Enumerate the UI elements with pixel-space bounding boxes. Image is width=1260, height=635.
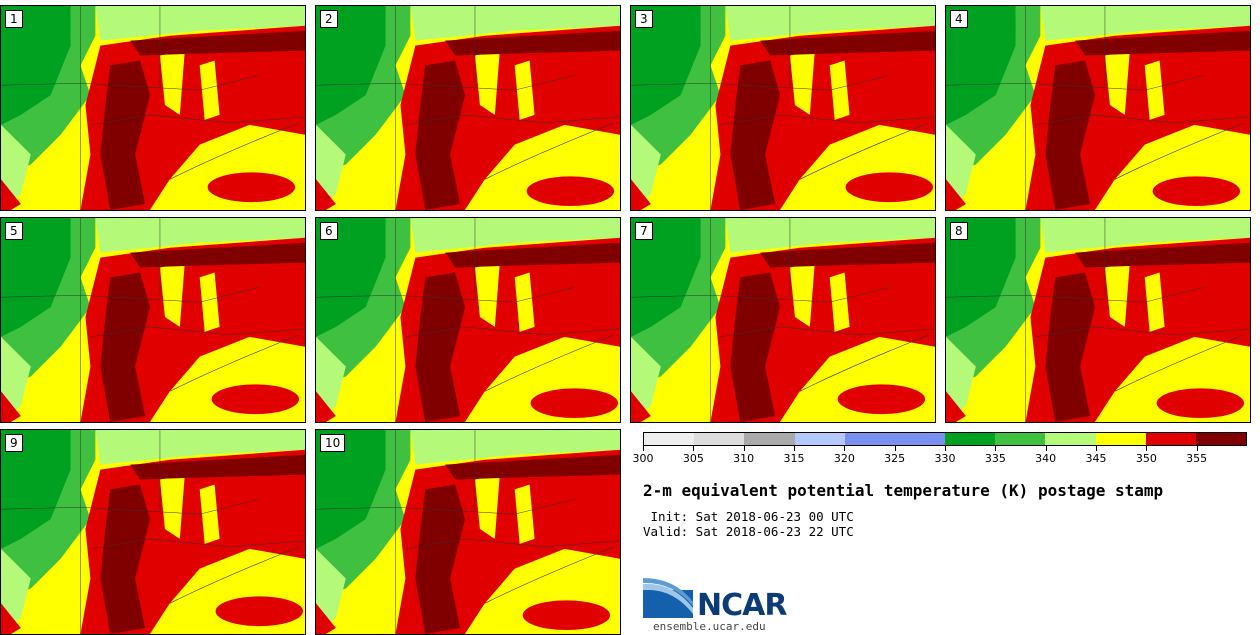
colorbar-tick <box>894 446 896 451</box>
init-time: Init: Sat 2018-06-23 00 UTC <box>643 509 854 524</box>
colorbar-tick <box>844 446 846 451</box>
colorbar-tick-label: 355 <box>1186 452 1208 465</box>
colorbar-tick <box>794 446 795 451</box>
colorbar-tick-label: 310 <box>733 452 755 465</box>
colorbar-tick <box>945 446 946 451</box>
map-panel-9: 9 <box>0 429 306 635</box>
map-panel-1: 1 <box>0 5 306 211</box>
colorbar-segment <box>644 433 695 445</box>
colorbar-tick <box>1096 446 1097 451</box>
colorbar-tick-label: 300 <box>632 452 654 465</box>
map-panel-4: 4 <box>945 5 1251 211</box>
colorbar-tick-label: 350 <box>1135 452 1157 465</box>
colorbar-tick <box>995 446 997 451</box>
colorbar-segment <box>1095 433 1146 445</box>
panel-number-label: 8 <box>950 222 968 240</box>
colorbar-segment <box>794 433 845 445</box>
ncar-logo-icon <box>643 578 693 618</box>
panel-number-label: 4 <box>950 10 968 28</box>
colorbar-segment <box>945 433 996 445</box>
valid-time: Valid: Sat 2018-06-23 22 UTC <box>643 524 854 539</box>
colorbar-tick-label: 305 <box>682 452 704 465</box>
colorbar-tick-label: 320 <box>833 452 855 465</box>
colorbar <box>643 432 1247 446</box>
colorbar-tick <box>1196 446 1198 451</box>
colorbar-tick <box>643 446 644 451</box>
map-panel-7: 7 <box>630 217 936 423</box>
colorbar-tick <box>1045 446 1047 451</box>
panel-number-label: 3 <box>635 10 653 28</box>
colorbar-tick <box>693 446 695 451</box>
panel-number-label: 5 <box>5 222 23 240</box>
panel-number-label: 2 <box>320 10 338 28</box>
colorbar-segment <box>995 433 1046 445</box>
colorbar-segment <box>694 433 745 445</box>
colorbar-tick-label: 315 <box>783 452 805 465</box>
map-panel-10: 10 <box>315 429 621 635</box>
colorbar-segment <box>1045 433 1096 445</box>
ncar-logo-text: NCAR <box>697 588 787 623</box>
figure-title: 2-m equivalent potential temperature (K)… <box>643 481 1164 500</box>
website-url: ensemble.ucar.edu <box>653 620 766 633</box>
colorbar-segment <box>1195 433 1247 445</box>
colorbar-segment <box>1145 433 1196 445</box>
panel-number-label: 1 <box>5 10 23 28</box>
panel-number-label: 6 <box>320 222 338 240</box>
colorbar-segment <box>844 433 895 445</box>
map-panel-6: 6 <box>315 217 621 423</box>
colorbar-tick-label: 345 <box>1085 452 1107 465</box>
map-panel-8: 8 <box>945 217 1251 423</box>
panel-number-label: 10 <box>320 434 346 452</box>
panel-number-label: 7 <box>635 222 653 240</box>
colorbar-segment <box>744 433 795 445</box>
colorbar-ticks: 300 305 310 315 320 325 330 335 340 345 350 355 <box>633 446 1247 468</box>
colorbar-tick-label: 340 <box>1035 452 1057 465</box>
colorbar-tick <box>1146 446 1148 451</box>
map-panel-3: 3 <box>630 5 936 211</box>
map-panel-2: 2 <box>315 5 621 211</box>
colorbar-tick <box>743 446 745 451</box>
colorbar-tick-label: 325 <box>884 452 906 465</box>
map-panel-5: 5 <box>0 217 306 423</box>
colorbar-tick-label: 330 <box>934 452 956 465</box>
colorbar-segment <box>894 433 946 445</box>
panel-number-label: 9 <box>5 434 23 452</box>
colorbar-tick-label: 335 <box>984 452 1006 465</box>
